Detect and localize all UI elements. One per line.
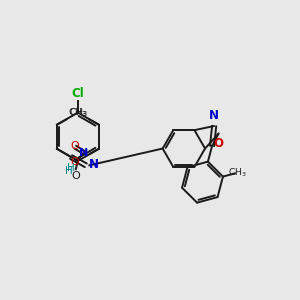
Text: O: O [214,137,224,150]
Text: N: N [209,109,219,122]
Text: CH$_3$: CH$_3$ [68,106,87,119]
Text: Cl: Cl [71,87,84,100]
Text: CH$_3$: CH$_3$ [69,106,88,119]
Text: H: H [65,166,73,176]
Text: O: O [71,157,80,167]
Text: O: O [70,141,79,151]
Text: H: H [67,163,75,173]
Text: N: N [79,148,88,158]
Text: N: N [88,158,98,171]
Text: O: O [71,171,80,181]
Text: CH$_3$: CH$_3$ [228,166,247,179]
